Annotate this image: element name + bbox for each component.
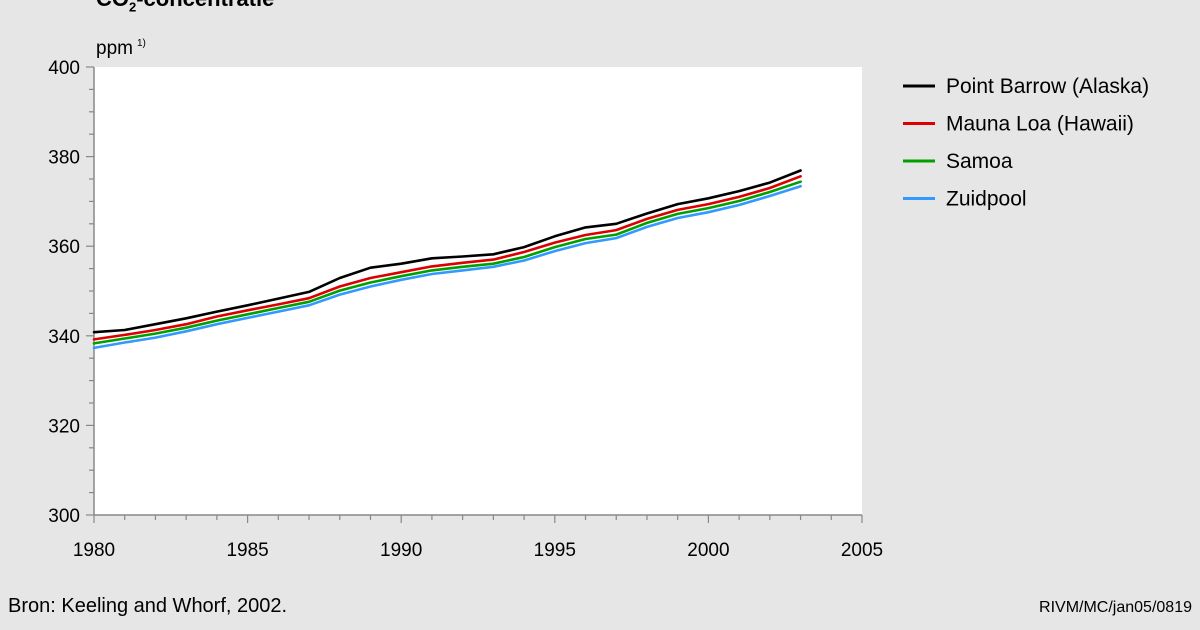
y-tick-label: 360: [48, 237, 80, 258]
series-line: [92, 184, 802, 350]
chart-title: CO2-concentratie: [96, 0, 274, 15]
legend-label: Point Barrow (Alaska): [946, 75, 1149, 98]
x-tick-label: 2000: [687, 540, 729, 561]
axes: 300 320 340 360 380 400 1980 1985 1990 1995 2000 20…: [48, 58, 883, 561]
x-tick-label: 2005: [841, 540, 883, 561]
legend-label: Samoa: [946, 150, 1013, 173]
legend-label: Zuidpool: [946, 188, 1027, 211]
y-tick-label: 320: [48, 416, 80, 437]
y-tick-label: 340: [48, 327, 80, 348]
plot-area: [94, 67, 862, 515]
x-tick-label: 1985: [226, 540, 268, 561]
y-tick-label: 400: [48, 58, 80, 79]
legend: Point Barrow (Alaska) Mauna Loa (Hawaii) S…: [903, 75, 1149, 211]
x-tick-label: 1995: [534, 540, 576, 561]
series-line: [92, 169, 802, 334]
y-tick-label: 380: [48, 148, 80, 169]
x-tick-label: 1990: [380, 540, 422, 561]
y-axis-unit-label: ppm 1): [96, 38, 146, 59]
source-note: Bron: Keeling and Whorf, 2002.: [8, 595, 288, 617]
legend-label: Mauna Loa (Hawaii): [946, 113, 1134, 136]
y-tick-label: 300: [48, 506, 80, 527]
series-lines: [92, 169, 802, 350]
series-line: [92, 175, 802, 341]
x-tick-label: 1980: [73, 540, 115, 561]
series-line: [92, 180, 802, 345]
unit-footnote: 1): [136, 38, 146, 49]
figure-code: RIVM/MC/jan05/0819: [1039, 599, 1192, 616]
